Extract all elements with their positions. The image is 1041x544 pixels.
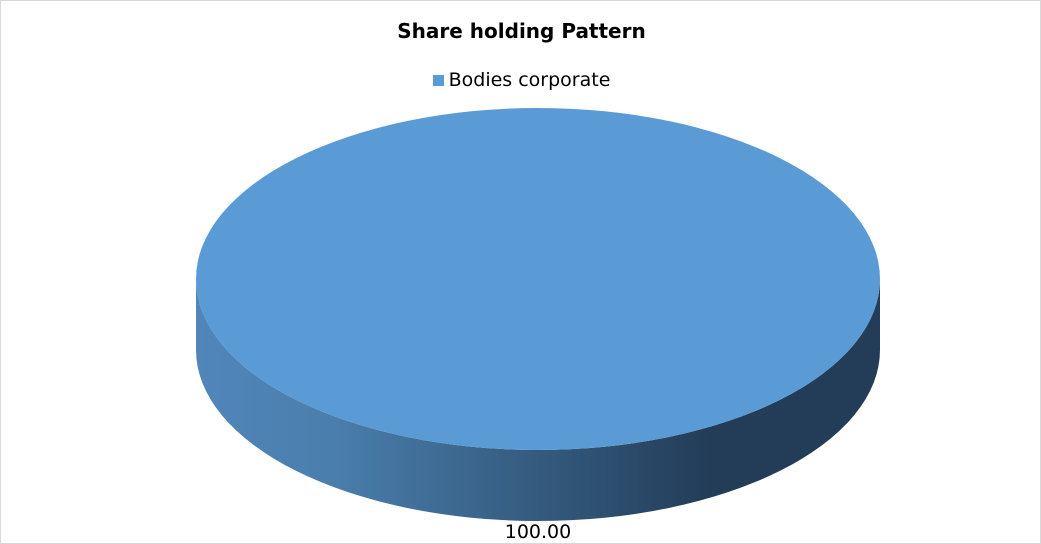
pie-slice-bodies-corporate <box>196 108 880 450</box>
data-label: 100.00 <box>505 521 571 543</box>
legend-swatch <box>432 74 444 86</box>
pie-slice-side <box>196 279 880 521</box>
legend: Bodies corporate <box>1 69 1040 91</box>
chart-title: Share holding Pattern <box>397 19 646 43</box>
legend-label: Bodies corporate <box>448 69 611 91</box>
